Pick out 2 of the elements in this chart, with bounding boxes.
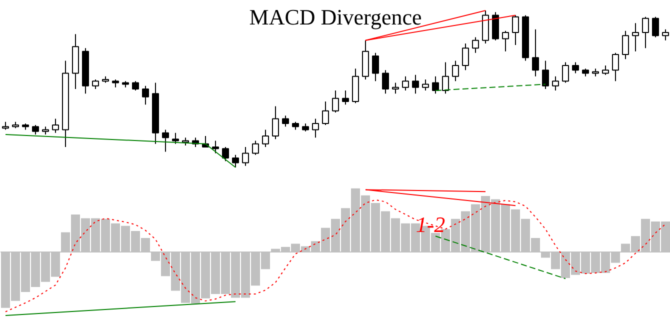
- chart-title: MACD Divergence: [249, 4, 422, 30]
- annotation: 1-2: [416, 212, 446, 237]
